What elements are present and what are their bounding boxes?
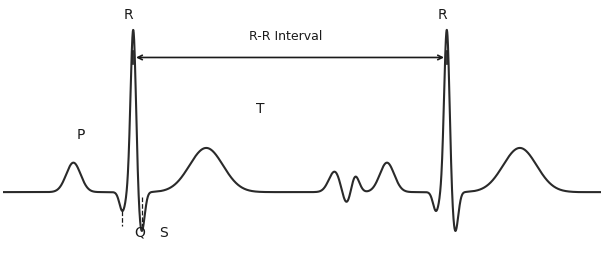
Text: S: S — [159, 226, 169, 240]
Text: Q: Q — [134, 226, 145, 240]
Text: R: R — [124, 8, 133, 22]
Text: R: R — [438, 8, 448, 22]
Text: R-R Interval: R-R Interval — [249, 30, 322, 43]
Text: P: P — [76, 128, 85, 142]
Text: T: T — [256, 102, 265, 116]
